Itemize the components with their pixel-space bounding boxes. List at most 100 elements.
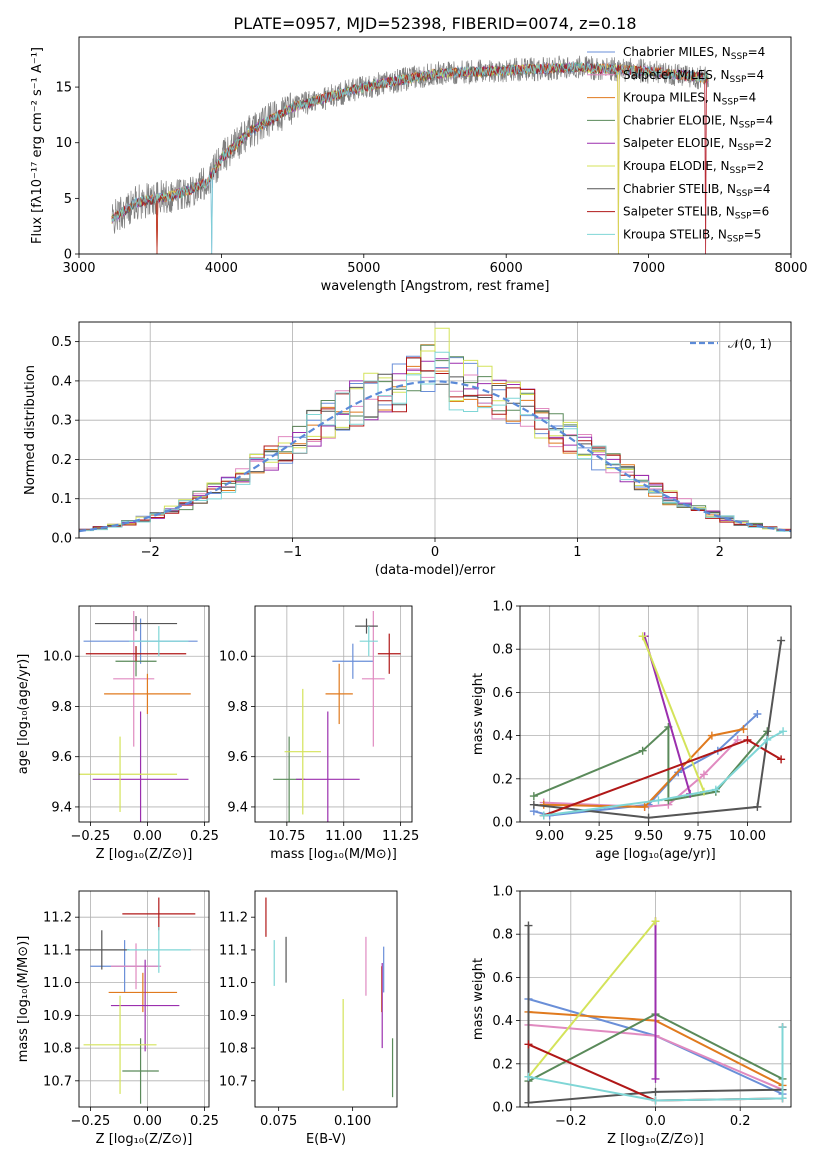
x-tick-label: 0.25 — [190, 829, 219, 844]
y-tick-label: 11.1 — [219, 943, 248, 958]
y-tick-label: 0.6 — [492, 971, 513, 986]
x-tick-label: 0 — [431, 545, 439, 560]
x-axis-label: Z [log₁₀(Z/Z⊙)] — [96, 847, 193, 862]
plot-area-weight-vs-age — [529, 632, 788, 822]
y-tick-label: 10.0 — [219, 650, 248, 665]
weight-marker — [739, 725, 748, 734]
y-tick-label: 0.2 — [492, 1057, 513, 1072]
x-tick-label: −2 — [141, 545, 160, 560]
y-tick-label: 0 — [64, 248, 72, 263]
panel-spectrum: 3000 4000 5000 6000 7000 8000 0 5 10 15 wavelength… — [30, 36, 808, 294]
y-axis-label: mass weight — [471, 673, 486, 755]
y-tick-label: 5 — [64, 192, 72, 207]
weight-marker — [651, 1087, 660, 1096]
weight-marker — [524, 921, 533, 930]
legend-entry: Kroupa ELODIE, NSSP=2 — [623, 159, 764, 176]
y-axis-label: Normed distribution — [23, 365, 38, 495]
weight-marker — [651, 1096, 660, 1105]
panel-age-vs-mass: 10.75 11.00 11.25 9.4 9.6 9.8 10.0 mass [log₁₀(… — [219, 605, 419, 862]
weight-marker — [777, 636, 786, 645]
weight-marker — [778, 1094, 787, 1103]
x-tick-label: −0.25 — [70, 829, 110, 844]
y-tick-label: 9.6 — [51, 750, 72, 765]
y-tick-label: 11.0 — [219, 976, 248, 991]
spectrum-model-line — [111, 61, 709, 254]
weight-line — [528, 1027, 784, 1102]
weight-marker — [524, 1040, 533, 1049]
weight-marker — [778, 1023, 787, 1032]
weight-marker — [699, 770, 708, 779]
weight-marker — [644, 813, 653, 822]
spectrum-model-line — [111, 62, 709, 254]
y-axis-label: mass weight — [471, 958, 486, 1040]
x-tick-label: 1 — [573, 545, 581, 560]
y-tick-label: 10.7 — [219, 1074, 248, 1089]
weight-marker — [651, 917, 660, 926]
x-tick-label: 9.00 — [535, 829, 564, 844]
plot-area-age-vs-mass — [273, 611, 401, 822]
y-axis-label: Flux [fλ10⁻¹⁷ erg cm⁻² s⁻¹ A⁻¹] — [30, 47, 45, 244]
plot-area-weight-vs-Z — [524, 917, 787, 1107]
x-tick-label: −1 — [283, 545, 302, 560]
legend-entry: Chabrier STELIB, NSSP=4 — [623, 182, 771, 199]
x-tick-label: 11.25 — [382, 829, 419, 844]
y-tick-label: 10.9 — [43, 1009, 72, 1024]
y-tick-label: 1.0 — [492, 885, 513, 900]
weight-line — [533, 640, 783, 819]
weight-marker — [711, 785, 720, 794]
y-tick-label: 0.0 — [492, 1101, 513, 1116]
x-axis-label: wavelength [Angstrom, rest frame] — [321, 279, 550, 294]
y-tick-label: 9.8 — [227, 700, 248, 715]
y-tick-label: 0.3 — [51, 414, 72, 429]
weight-line — [527, 920, 657, 1078]
figure-title: PLATE=0957, MJD=52398, FIBERID=0074, z=0… — [233, 14, 636, 33]
x-tick-label: 9.25 — [585, 829, 614, 844]
axes-frame — [78, 890, 210, 1108]
weight-marker — [654, 796, 663, 805]
x-axis-label: Z [log₁₀(Z/Z⊙)] — [607, 1132, 704, 1147]
y-tick-label: 9.4 — [51, 800, 72, 815]
legend-entry: Kroupa MILES, NSSP=4 — [623, 91, 756, 108]
axes-frame — [254, 890, 398, 1108]
y-tick-label: 9.6 — [227, 750, 248, 765]
axes-frame — [254, 605, 413, 823]
x-tick-label: 9.50 — [634, 829, 663, 844]
panel-weight-vs-Z: −0.2 0.0 0.2 0.0 0.2 0.4 0.6 0.8 1.0 Z [log₁₀(Z/Z… — [471, 885, 792, 1147]
y-tick-label: 10.9 — [219, 1009, 248, 1024]
y-tick-label: 15 — [55, 81, 72, 96]
x-tick-label: −0.2 — [555, 1114, 587, 1129]
x-tick-label: −0.25 — [70, 1114, 110, 1129]
weight-marker — [638, 746, 647, 755]
plot-layer: 3000 4000 5000 6000 7000 8000051015wavelength… — [16, 36, 808, 1147]
panel-weight-vs-age: 9.00 9.25 9.50 9.75 10.00 0.0 0.2 0.4 0.6 0.8 1.0 a… — [471, 600, 792, 862]
x-tick-label: 0.075 — [260, 1114, 297, 1129]
x-tick-label: 10.00 — [729, 829, 766, 844]
y-tick-label: 0.2 — [51, 453, 72, 468]
x-axis-label: Z [log₁₀(Z/Z⊙)] — [96, 1132, 193, 1147]
weight-marker — [638, 632, 647, 641]
spectrum-legend: Chabrier MILES, NSSP=4 Salpeter MILES, NS… — [587, 45, 773, 244]
y-tick-label: 11.0 — [43, 976, 72, 991]
x-tick-label: 10.75 — [268, 829, 305, 844]
x-tick-label: 11.00 — [325, 829, 362, 844]
y-tick-label: 0.0 — [51, 532, 72, 547]
y-tick-label: 0.2 — [492, 772, 513, 787]
y-tick-label: 0.5 — [51, 335, 72, 350]
x-tick-label: 8000 — [774, 261, 807, 276]
legend-entry: Chabrier MILES, NSSP=4 — [623, 45, 765, 62]
y-tick-label: 10 — [55, 136, 72, 151]
panel-mass-vs-ebv: 0.075 0.100 10.7 10.8 10.9 11.0 11.1 11.2 E(B-V) — [219, 890, 398, 1147]
y-tick-label: 11.2 — [219, 911, 248, 926]
x-tick-label: 7000 — [632, 261, 665, 276]
axes-frame — [78, 605, 210, 823]
y-tick-label: 9.8 — [51, 700, 72, 715]
x-tick-label: 6000 — [490, 261, 523, 276]
y-tick-label: 11.2 — [43, 911, 72, 926]
spectrum-data-line — [111, 55, 709, 234]
x-tick-label: 0.25 — [190, 1114, 219, 1129]
reference-legend-label: 𝒩(0, 1) — [728, 337, 772, 351]
weight-line — [543, 728, 744, 808]
weight-marker — [640, 802, 649, 811]
legend-entry: Chabrier ELODIE, NSSP=4 — [623, 113, 773, 130]
